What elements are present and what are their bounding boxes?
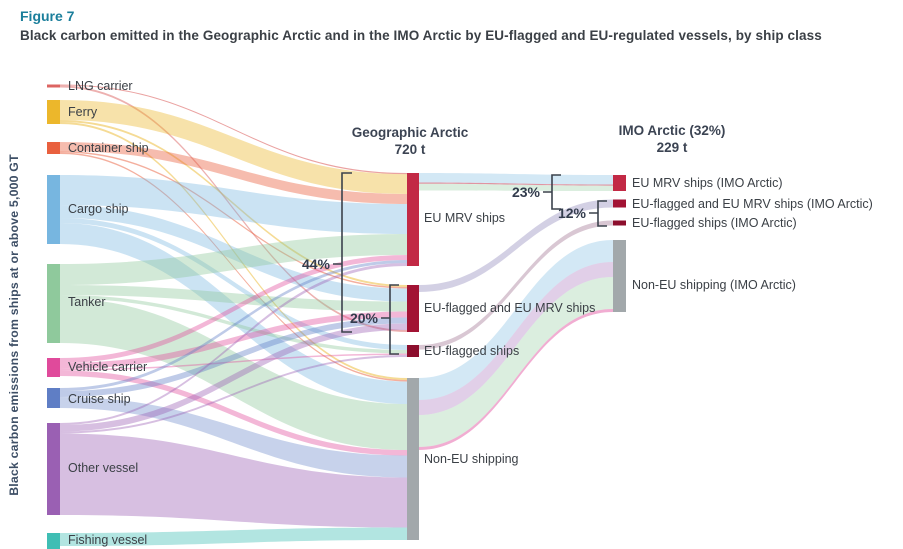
node-lng-carrier-label: LNG carrier — [68, 79, 133, 93]
imo-arctic-header: IMO Arctic (32%) 229 t — [619, 122, 726, 156]
node-eu-flagged-ships-imo — [613, 220, 626, 226]
imo-arctic-header-total: 229 t — [656, 140, 688, 155]
node-non-eu-shipping — [407, 378, 419, 540]
node-eu-mrv-ships-imo-label: EU MRV ships (IMO Arctic) — [632, 176, 783, 190]
flow-non-eu-shipping-to-non-eu-shipping-imo-arctic — [419, 277, 613, 447]
node-vehicle-carrier — [47, 358, 60, 377]
flow-container-ship-to-eu-mrv-ships — [60, 142, 407, 204]
node-eu-flagged-ships — [407, 345, 419, 357]
bracket-12pct-label: 12% — [557, 205, 586, 221]
flow-cargo-ship-to-non-eu-shipping — [60, 223, 407, 404]
node-other-vessel-label: Other vessel — [68, 461, 139, 475]
flow-cruise-ship-to-non-eu-shipping — [60, 397, 407, 478]
node-cargo-ship-label: Cargo ship — [68, 202, 129, 216]
flow-non-eu-shipping-to-non-eu-shipping-imo-arctic — [419, 240, 613, 400]
flow-cruise-ship-to-eu-flagged-and-eu-mrv-ships — [60, 317, 407, 397]
node-ferry-label: Ferry — [68, 105, 98, 119]
flow-vehicle-carrier-to-eu-mrv-ships — [60, 255, 407, 363]
flow-ferry-to-eu-flagged-and-eu-mrv-ships — [60, 120, 407, 287]
bracket-44pct — [333, 172, 352, 333]
node-eu-flagged-and-mrv-ships — [407, 285, 419, 332]
node-cargo-ship — [47, 175, 60, 244]
node-non-eu-shipping-imo — [613, 240, 626, 312]
node-cruise-ship — [47, 388, 60, 408]
node-eu-flagged-ships-imo-label: EU-flagged ships (IMO Arctic) — [632, 216, 797, 230]
node-other-vessel — [47, 423, 60, 515]
bracket-23pct — [543, 174, 561, 210]
flow-tanker-to-eu-mrv-ships — [60, 234, 407, 285]
bracket-44pct-label: 44% — [301, 256, 330, 272]
flow-eu-flagged-ships-to-eu-flagged-ships-imo-arctic — [419, 220, 613, 350]
flow-vehicle-carrier-to-eu-flagged-and-eu-mrv-ships — [60, 311, 407, 369]
flow-other-vessel-to-non-eu-shipping — [60, 433, 407, 528]
flow-lng-carrier-to-eu-flagged-and-eu-mrv-ships — [60, 85, 407, 332]
node-container-ship — [47, 142, 60, 154]
geographic-arctic-header-title: Geographic Arctic — [351, 125, 469, 140]
geographic-arctic-header-total: 720 t — [394, 142, 426, 157]
node-eu-mrv-ships-imo — [613, 175, 626, 191]
node-non-eu-shipping-label: Non-EU shipping — [424, 452, 519, 466]
flow-cruise-ship-to-eu-mrv-ships — [60, 260, 407, 391]
node-vehicle-carrier-label: Vehicle carrier — [68, 360, 148, 374]
node-lng-carrier — [47, 84, 60, 88]
node-non-eu-shipping-imo-label: Non-EU shipping (IMO Arctic) — [632, 278, 796, 292]
y-axis-label: Black carbon emissions from ships at or … — [7, 154, 21, 496]
node-eu-mrv-ships — [407, 173, 419, 266]
flow-non-eu-shipping-to-non-eu-shipping-imo-arctic — [419, 309, 613, 450]
node-tanker — [47, 264, 60, 343]
flow-tanker-to-non-eu-shipping — [60, 298, 407, 450]
flow-ferry-to-non-eu-shipping — [60, 122, 407, 380]
bracket-23pct-label: 23% — [511, 184, 540, 200]
node-eu-mrv-ships-label: EU MRV ships — [424, 211, 506, 225]
bracket-20pct-label: 20% — [349, 310, 378, 326]
flow-other-vessel-to-eu-flagged-ships — [60, 355, 407, 434]
node-fishing-vessel-label: Fishing vessel — [68, 533, 148, 547]
flow-fishing-vessel-to-non-eu-shipping — [60, 527, 407, 546]
flow-container-ship-to-non-eu-shipping — [60, 152, 407, 382]
flow-cargo-ship-to-eu-flagged-and-eu-mrv-ships — [60, 205, 407, 302]
flow-eu-mrv-ships-to-eu-mrv-ships-imo-arctic — [419, 182, 613, 186]
figure-title: Black carbon emitted in the Geographic A… — [20, 28, 822, 43]
flow-lng-carrier-to-eu-mrv-ships — [60, 84, 407, 175]
flow-container-ship-to-eu-flagged-and-eu-mrv-ships — [60, 151, 407, 289]
flow-eu-mrv-ships-to-eu-mrv-ships-imo-arctic — [419, 173, 613, 185]
imo-arctic-header-title: IMO Arctic (32%) — [618, 123, 726, 138]
node-tanker-label: Tanker — [68, 295, 106, 309]
flow-ferry-to-eu-mrv-ships — [60, 100, 407, 194]
flow-non-eu-shipping-to-non-eu-shipping-imo-arctic — [419, 262, 613, 415]
node-eu-flagged-and-mrv-ships-imo — [613, 199, 626, 208]
flow-vehicle-carrier-to-eu-flagged-ships — [60, 353, 407, 371]
flow-tanker-to-eu-flagged-and-eu-mrv-ships — [60, 285, 407, 312]
node-eu-flagged-ships-label: EU-flagged ships — [424, 344, 520, 358]
node-cruise-ship-label: Cruise ship — [68, 392, 131, 406]
flow-cargo-ship-to-eu-flagged-ships — [60, 218, 407, 350]
flow-tanker-to-eu-flagged-ships — [60, 295, 407, 354]
flow-vehicle-carrier-to-non-eu-shipping — [60, 370, 407, 456]
flow-other-vessel-to-eu-mrv-ships — [60, 263, 407, 425]
node-ferry — [47, 100, 60, 124]
figure-label: Figure 7 — [20, 8, 75, 24]
flow-eu-flagged-and-eu-mrv-ships-to-eu-flagged-and-eu-mrv-ships-imo-arctic — [419, 199, 613, 292]
node-fishing-vessel — [47, 533, 60, 549]
node-eu-flagged-and-mrv-ships-label: EU-flagged and EU MRV ships — [424, 301, 596, 315]
bracket-12pct — [589, 200, 607, 227]
node-container-ship-label: Container ship — [68, 141, 149, 155]
flow-other-vessel-to-eu-flagged-and-eu-mrv-ships — [60, 323, 407, 432]
node-eu-flagged-and-mrv-ships-imo-label: EU-flagged and EU MRV ships (IMO Arctic) — [632, 196, 873, 211]
flow-cargo-ship-to-eu-mrv-ships — [60, 175, 407, 234]
bracket-20pct — [381, 284, 399, 355]
geographic-arctic-header: Geographic Arctic 720 t — [352, 124, 469, 158]
flow-eu-mrv-ships-to-eu-mrv-ships-imo-arctic — [419, 183, 613, 191]
